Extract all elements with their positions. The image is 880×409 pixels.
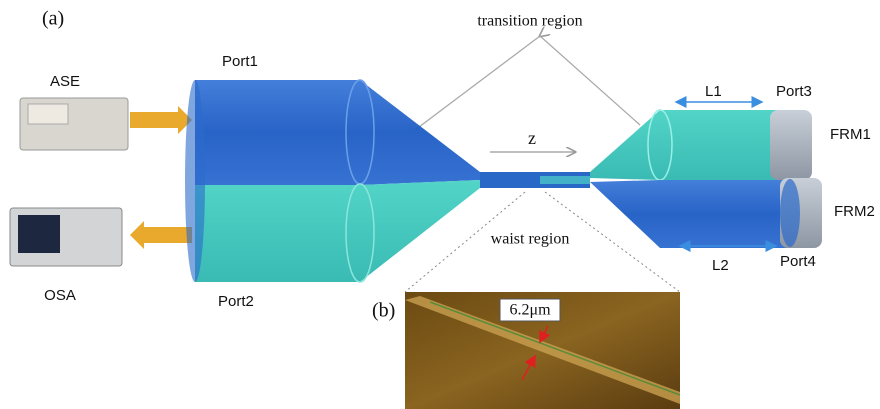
port-label: Port2 xyxy=(218,293,254,310)
panel-label: (a) xyxy=(42,8,64,30)
length-label: L2 xyxy=(712,257,729,274)
device-label: ASE xyxy=(50,73,80,90)
frm1 xyxy=(770,110,812,180)
waist-label: waist region xyxy=(491,231,570,248)
axis-label: z xyxy=(528,128,536,148)
port-label: Port4 xyxy=(780,253,816,270)
device-label: OSA xyxy=(44,287,76,304)
port-label: Port3 xyxy=(776,83,812,100)
panel-label: (b) xyxy=(372,300,395,322)
transition-pointer xyxy=(540,36,640,125)
input-arrow xyxy=(130,106,192,134)
fiber-end xyxy=(780,179,800,247)
fiber-port4 xyxy=(590,180,790,248)
transition-label: transition region xyxy=(477,13,582,30)
fiber-port2 xyxy=(195,180,480,282)
transition-pointer xyxy=(415,36,540,130)
device-label: FRM1 xyxy=(830,126,871,143)
output-arrow xyxy=(130,221,192,249)
waist-core xyxy=(540,176,590,184)
device-label: FRM2 xyxy=(834,203,875,220)
fiber-port3 xyxy=(590,110,780,180)
figure: (a) transition region waist region z Por… xyxy=(0,0,880,409)
osa-screen xyxy=(18,215,60,253)
fiber-port1 xyxy=(195,80,480,185)
ase-panel xyxy=(28,104,68,124)
length-label: L1 xyxy=(705,83,722,100)
fiber-end xyxy=(185,80,205,282)
diameter-label: 6.2μm xyxy=(509,302,551,319)
port-label: Port1 xyxy=(222,53,258,70)
